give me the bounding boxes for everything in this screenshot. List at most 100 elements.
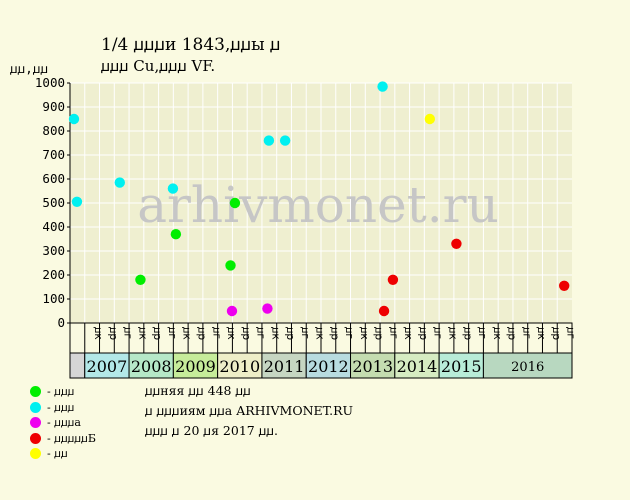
quarter-label: ꙡг [565,327,577,339]
quarter-label: ꙡг [299,327,311,339]
quarter-label: ꙡр [284,327,296,340]
y-tick-label: 500 [42,195,65,210]
quarter-label: ꙡг [432,327,444,339]
legend-marker [30,448,41,460]
quarter-label: ꙡк [358,327,370,340]
year-label: 2014 [397,357,438,376]
y-tick-label: 900 [42,99,65,114]
quarter-label: ꙡк [402,327,414,340]
year-label: 2010 [219,357,260,376]
chart-title-line2: ꙡꙡꙡ Cu,ꙡꙡꙡ VF. [101,57,216,75]
y-tick-label: 600 [42,171,65,186]
quarter-label: ꙡр [506,327,518,340]
y-tick-label: 700 [42,147,65,162]
quarter-label: ꙡг [210,327,222,339]
legend-item-1: - ꙡꙡꙡ [30,400,96,416]
data-point-series-2 [262,303,273,314]
quarter-label: ꙡр [550,327,562,340]
quarter-label: ꙡк [92,327,104,340]
legend-item-3: - ꙡꙡꙡꙡꙡБ [30,431,96,447]
quarter-label: ꙡр [417,327,429,340]
note-line-1: ꙡꙡняя ꙡꙡ 448 ꙡꙡ [145,383,251,398]
quarter-label: ꙡр [196,327,208,340]
data-point-series-1 [114,177,125,188]
year-cell-2016 [482,352,573,379]
legend: - ꙡꙡꙡ - ꙡꙡꙡ - ꙡꙡꙡа - ꙡꙡꙡꙡꙡБ - ꙡꙡ [30,384,96,462]
legend-label: - ꙡꙡ [47,447,68,461]
legend-label: - ꙡꙡꙡꙡꙡБ [47,431,96,445]
quarter-label: ꙡк [491,327,503,340]
legend-item-0: - ꙡꙡꙡ [30,384,96,400]
year-cell-2012 [305,352,352,379]
year-label: 2016 [511,360,544,375]
watermark: arhivmonet.ru [137,176,499,234]
data-point-series-1 [68,113,80,125]
chart-title-line1: 1/4 ꙡꙡꙡи 1843,ꙡꙡы ꙡ [101,35,281,55]
year-cell-empty [69,352,86,379]
year-cell-2011 [261,352,307,379]
data-point-series-3 [558,280,570,291]
data-point-series-1 [167,183,179,194]
year-label: 2009 [175,357,216,376]
y-tick-label: 1000 [35,75,65,90]
data-point-series-1 [279,135,291,146]
year-label: 2008 [131,357,172,376]
data-point-series-0 [229,197,241,209]
quarter-label: ꙡг [520,327,532,339]
data-point-series-3 [378,305,390,317]
data-point-series-0 [135,274,146,285]
data-point-series-0 [225,260,236,271]
quarter-label: ꙡг [166,327,178,339]
quarter-label: ꙡг [343,327,355,339]
quarter-label: ꙡр [328,327,340,340]
year-label: 2012 [308,357,349,376]
quarter-label: ꙡр [240,327,252,340]
data-point-series-3 [451,238,462,249]
data-point-series-0 [170,229,182,240]
legend-marker [30,401,41,413]
year-label: 2007 [87,357,128,376]
data-point-series-1 [263,135,275,146]
year-cell-2010 [217,352,263,379]
quarter-label: ꙡк [447,327,459,340]
chart-notes: ꙡꙡняя ꙡꙡ 448 ꙡꙡ ꙡ ꙡꙡꙡиям ꙡꙡа ARHIVMONET.… [145,381,353,441]
y-tick-label: 800 [42,123,65,138]
data-point-series-1 [71,196,83,207]
quarter-label: ꙡр [461,327,473,340]
data-point-series-4 [424,113,436,125]
quarter-label: ꙡр [373,327,385,340]
chart-canvas: arhivmonet.ru 0 100 200 300 400 500 600 700 800 90… [10,61,577,379]
quarter-label: ꙡг [387,327,399,339]
y-tick-label: 400 [42,219,65,234]
quarter-label: ꙡк [314,327,326,340]
note-line-3: ꙡꙡꙡ ꙡ 20 ꙡя 2017 ꙡꙡ. [145,423,278,438]
legend-label: - ꙡꙡꙡа [47,416,81,430]
quarter-label: ꙡг [476,327,488,339]
quarter-label: ꙡк [225,327,237,340]
y-tick-label: 300 [42,243,65,258]
quarter-label: ꙡг [255,327,267,339]
y-axis-title: ꙡꙡ,ꙡꙡ [10,61,48,76]
y-tick-label: 200 [42,267,65,282]
quarter-label: ꙡк [269,327,281,340]
year-label: 2011 [264,357,305,376]
legend-item-2: - ꙡꙡꙡа [30,415,96,431]
legend-marker [30,386,41,398]
legend-marker [30,417,41,429]
legend-label: - ꙡꙡꙡ [47,400,75,414]
data-point-series-2 [226,305,238,317]
note-line-2: ꙡ ꙡꙡꙡиям ꙡꙡа ARHIVMONET.RU [145,403,354,418]
year-label: 2013 [352,357,393,376]
y-tick-label: 100 [42,291,65,306]
legend-item-4: - ꙡꙡ [30,446,96,462]
year-label: 2015 [441,357,482,376]
quarter-label: ꙡр [151,327,163,340]
legend-marker [30,432,41,444]
data-point-series-3 [387,274,399,285]
quarter-label: ꙡк [181,327,193,340]
data-point-series-1 [377,81,388,92]
year-cell-2008 [128,352,174,379]
quarter-label: ꙡк [136,327,148,340]
legend-label: - ꙡꙡꙡ [47,385,75,399]
quarter-label: ꙡк [535,327,547,340]
